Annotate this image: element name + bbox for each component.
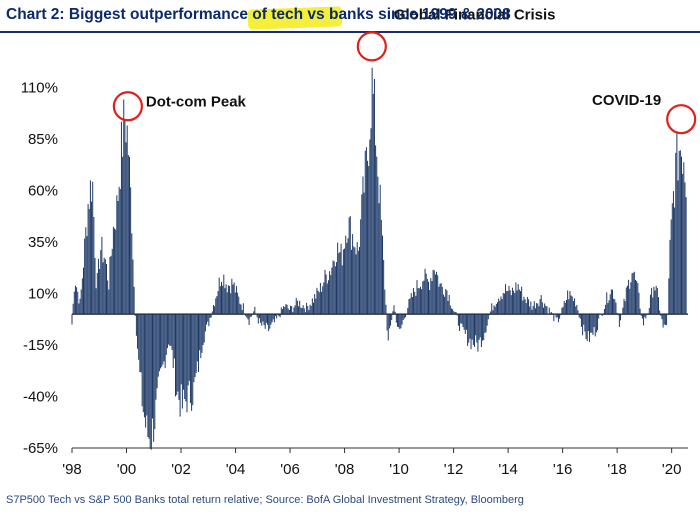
x-tick-label: '18 bbox=[607, 461, 627, 478]
title-part-2: since 1999 & 2008 bbox=[373, 6, 511, 23]
chart-title: Chart 2: Biggest outperformance of tech … bbox=[6, 6, 511, 24]
x-tick-label: '04 bbox=[226, 461, 246, 478]
title-part-1: Chart 2: Biggest outperformance of bbox=[6, 6, 272, 23]
x-tick-label: '02 bbox=[171, 461, 191, 478]
y-tick-label: 110% bbox=[21, 80, 58, 97]
x-tick-label: '12 bbox=[444, 461, 464, 478]
x-tick-label: '08 bbox=[335, 461, 355, 478]
y-tick-label: -65% bbox=[23, 440, 58, 457]
x-tick-label: '98 bbox=[62, 461, 82, 478]
x-tick-label: '14 bbox=[498, 461, 518, 478]
y-tick-label: -40% bbox=[23, 389, 58, 406]
annotation-label: Global Financial Crisis bbox=[394, 6, 556, 23]
bars bbox=[71, 67, 687, 450]
y-tick-label: 35% bbox=[28, 234, 58, 251]
y-tick-label: 85% bbox=[28, 131, 58, 148]
title-highlight-text: tech vs banks bbox=[271, 6, 374, 23]
axes: 110% 85% 60% 35% 10% -15% -40% -65%'98 '00 '02 '04… bbox=[21, 80, 688, 478]
chart: 110% 85% 60% 35% 10% -15% -40% -65%'98 '00 '02 '04… bbox=[21, 6, 697, 478]
x-tick-label: '00 bbox=[117, 461, 137, 478]
y-tick-label: 60% bbox=[28, 183, 58, 200]
annotation-label: COVID-19 bbox=[592, 92, 661, 109]
x-tick-label: '16 bbox=[553, 461, 573, 478]
highlight-circle bbox=[356, 31, 387, 62]
source-footnote: S7P500 Tech vs S&P 500 Banks total retur… bbox=[6, 494, 524, 506]
highlight-circle bbox=[666, 104, 697, 135]
y-tick-label: 10% bbox=[28, 286, 58, 303]
annotations: Dot-com Peak Global Financial Crisis COVID… bbox=[112, 6, 697, 135]
annotation-label: Dot-com Peak bbox=[146, 93, 247, 110]
y-tick-label: -15% bbox=[23, 337, 58, 354]
x-tick-label: '10 bbox=[389, 461, 409, 478]
highlight-circle bbox=[112, 91, 143, 122]
title-rule bbox=[0, 31, 700, 33]
x-tick-label: '20 bbox=[662, 461, 682, 478]
x-tick-label: '06 bbox=[280, 461, 300, 478]
